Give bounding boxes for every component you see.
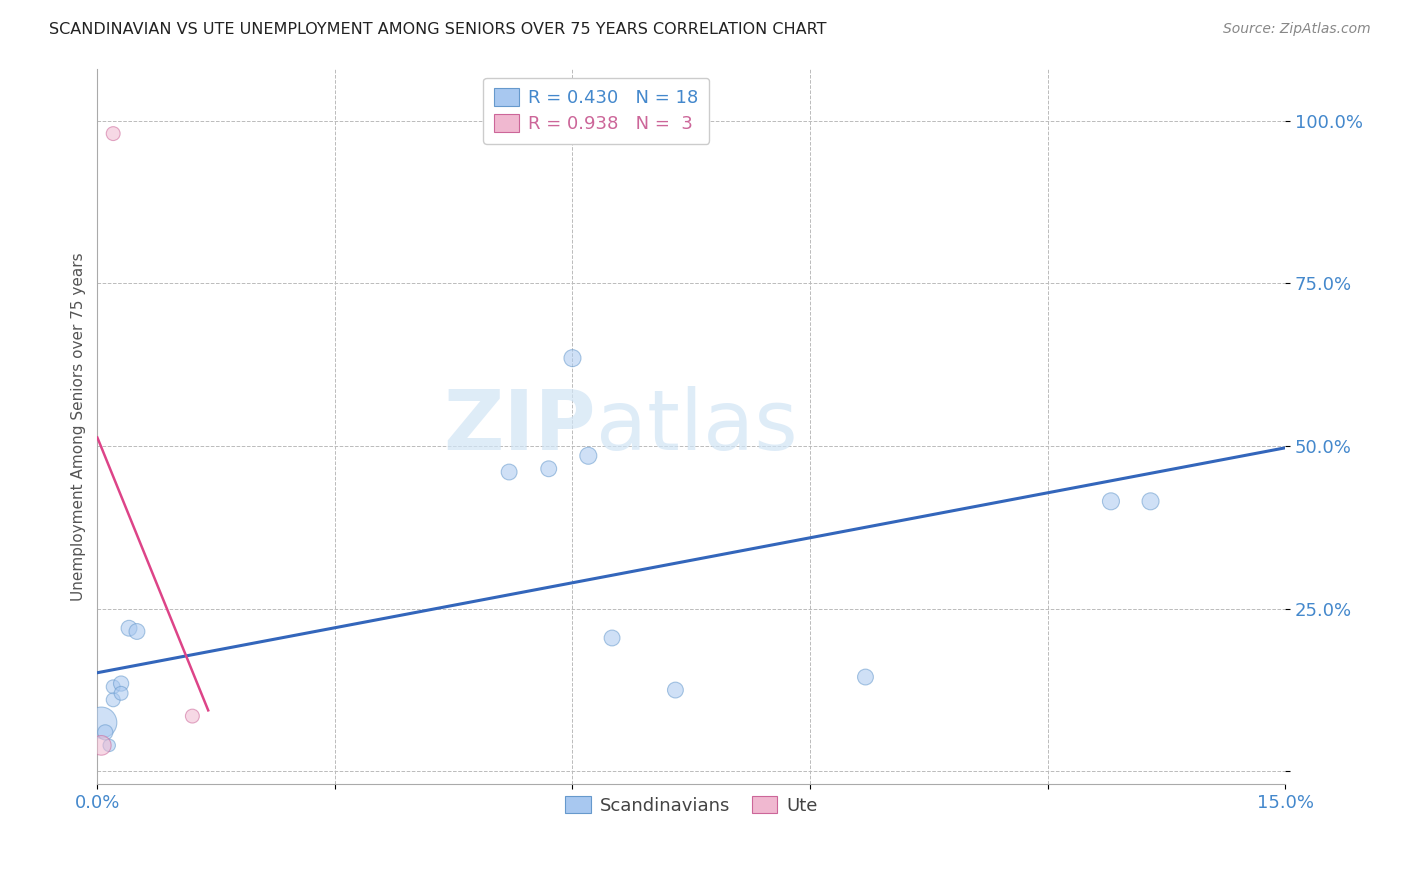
Point	[600, 631, 623, 645]
Point	[855, 670, 877, 684]
Point	[537, 462, 560, 476]
Point	[90, 739, 112, 753]
Point	[118, 621, 141, 635]
Point	[561, 351, 583, 365]
Point	[498, 465, 520, 479]
Point	[90, 715, 112, 730]
Point	[103, 127, 125, 141]
Point	[103, 693, 125, 707]
Point	[576, 449, 599, 463]
Point	[1099, 494, 1122, 508]
Point	[110, 686, 132, 700]
Y-axis label: Unemployment Among Seniors over 75 years: Unemployment Among Seniors over 75 years	[72, 252, 86, 601]
Text: ZIP: ZIP	[444, 386, 596, 467]
Point	[98, 739, 121, 753]
Point	[125, 624, 148, 639]
Point	[1139, 494, 1161, 508]
Text: SCANDINAVIAN VS UTE UNEMPLOYMENT AMONG SENIORS OVER 75 YEARS CORRELATION CHART: SCANDINAVIAN VS UTE UNEMPLOYMENT AMONG S…	[49, 22, 827, 37]
Point	[103, 680, 125, 694]
Point	[664, 683, 686, 698]
Point	[110, 676, 132, 690]
Legend: Scandinavians, Ute: Scandinavians, Ute	[554, 785, 828, 825]
Point	[181, 709, 204, 723]
Text: Source: ZipAtlas.com: Source: ZipAtlas.com	[1223, 22, 1371, 37]
Point	[94, 725, 117, 739]
Text: atlas: atlas	[596, 386, 799, 467]
